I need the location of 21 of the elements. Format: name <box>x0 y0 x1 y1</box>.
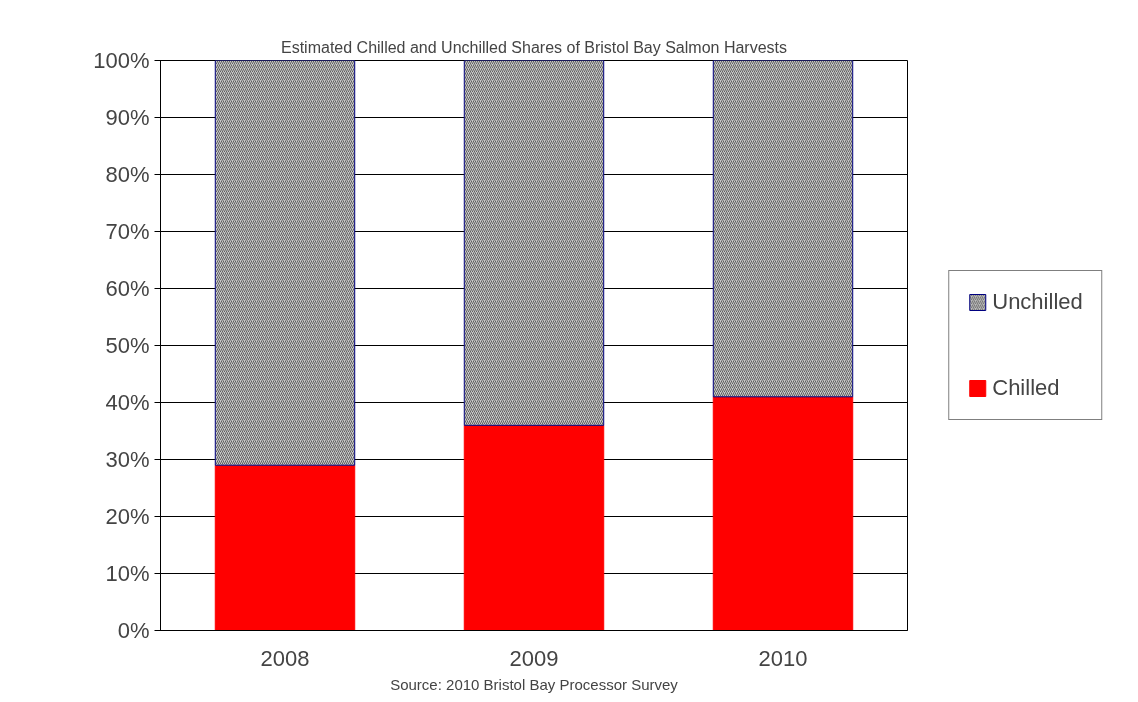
x-tick-label: 2009 <box>509 645 559 671</box>
y-tick-label: 50% <box>105 333 150 358</box>
bar <box>463 424 605 631</box>
y-tick-label: 20% <box>105 504 150 529</box>
y-tick-label: 70% <box>105 219 150 244</box>
x-tick-label: 2010 <box>758 645 808 671</box>
source-note: Source: 2010 Bristol Bay Processor Survey <box>390 675 679 693</box>
legend-label: Unchilled <box>992 289 1083 315</box>
y-tick-label: 60% <box>105 276 150 301</box>
y-tick-label: 100% <box>93 48 150 73</box>
bar <box>214 464 356 631</box>
y-tick-label: 40% <box>105 390 150 415</box>
y-tick-label: 10% <box>105 561 150 586</box>
chart-title: Estimated Chilled and Unchilled Shares of Bristol Bay Salmon Harvests <box>281 38 788 56</box>
x-tick-label: 2008 <box>260 645 310 671</box>
y-tick-label: 90% <box>105 105 150 130</box>
y-tick-label: 80% <box>105 162 150 187</box>
legend-label: Chilled <box>992 375 1060 401</box>
y-tick-label: 30% <box>105 447 150 472</box>
y-tick-label: 0% <box>117 618 150 643</box>
bar <box>712 396 854 631</box>
